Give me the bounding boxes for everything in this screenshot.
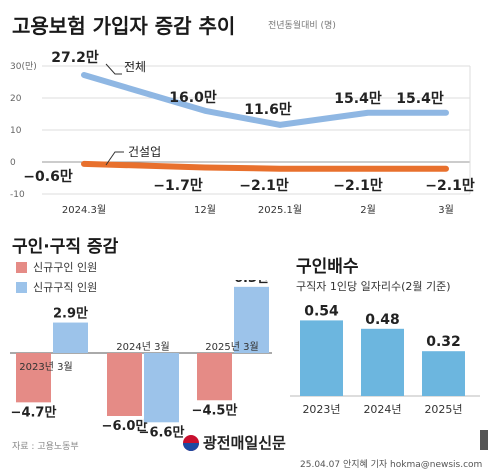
ratio-subtitle: 구직자 1인당 일자리수(2월 기준) bbox=[296, 280, 451, 293]
y-tick-label: 0 bbox=[10, 158, 16, 168]
legend-swatch-job-seekers bbox=[16, 281, 27, 293]
bar bbox=[361, 328, 404, 396]
x-tick-label: 2월 bbox=[360, 204, 376, 216]
bar bbox=[197, 353, 232, 401]
data-label: 11.6만 bbox=[244, 102, 292, 118]
data-label: 15.4만 bbox=[334, 91, 382, 107]
data-label: 15.4만 bbox=[396, 91, 444, 107]
data-label: −6.6만 bbox=[139, 424, 185, 440]
data-label: −4.7만 bbox=[11, 404, 57, 420]
brand-logo-icon bbox=[183, 434, 199, 451]
category-label: 2024년 3월 bbox=[116, 341, 169, 353]
bar bbox=[422, 351, 465, 396]
data-label: 6.3만 bbox=[234, 280, 269, 286]
category-label: 2023년 3월 bbox=[19, 361, 72, 373]
category-label: 2025년 bbox=[424, 403, 462, 416]
x-tick-label: 12월 bbox=[194, 204, 216, 216]
bar bbox=[53, 322, 88, 353]
category-label: 2025년 3월 bbox=[205, 341, 258, 353]
bar bbox=[234, 286, 269, 353]
series-name-label: 건설업 bbox=[128, 145, 161, 159]
series-line bbox=[81, 160, 449, 172]
legend-job-seekers: 신규구직 인원 bbox=[16, 279, 97, 295]
data-label: −1.7만 bbox=[153, 178, 203, 194]
x-tick-label: 2024.3월 bbox=[62, 204, 106, 216]
job-change-bar-chart: −4.7만 −6.0만 −4.5만 2.9만 −6.6만 6.3만 2023년 3월 2024… bbox=[10, 280, 272, 440]
credit-line: 25.04.07 안지혜 기자 hokma@newsis.com bbox=[300, 460, 483, 470]
series-name-leader bbox=[105, 63, 122, 75]
legend-job-seekers-label: 신규구직 인원 bbox=[33, 281, 98, 294]
bar bbox=[107, 353, 142, 416]
brand: 광전매일신문 bbox=[183, 432, 286, 453]
category-label: 2024년 bbox=[363, 403, 401, 416]
job-change-title: 구인·구직 증감 bbox=[12, 237, 119, 257]
legend-job-offers-label: 신규구인 인원 bbox=[33, 261, 98, 274]
line-chart: 30(만) 20 10 0 -10 2024.3월 12월 2025.1월 2월 3월 27.2만 1… bbox=[10, 50, 475, 216]
x-tick-label: 3월 bbox=[438, 204, 454, 216]
data-label: 27.2만 bbox=[51, 50, 99, 66]
series-line bbox=[81, 71, 449, 128]
y-tick-label: 10 bbox=[10, 126, 22, 136]
bar bbox=[144, 353, 179, 423]
category-label: 2023년 bbox=[302, 403, 340, 416]
legend-job-offers: 신규구인 인원 bbox=[16, 259, 97, 275]
data-label: 0.48 bbox=[365, 312, 400, 328]
ratio-title: 구인배수 bbox=[296, 257, 359, 277]
source-note: 자료 : 고용노동부 bbox=[12, 442, 79, 452]
corner-mark bbox=[480, 430, 488, 450]
data-label: −2.1만 bbox=[333, 178, 383, 194]
bar bbox=[300, 320, 343, 396]
data-label: 2.9만 bbox=[53, 306, 88, 322]
data-label: 0.54 bbox=[304, 303, 339, 319]
series-name-label: 전체 bbox=[124, 60, 146, 74]
legend-swatch-job-offers bbox=[16, 261, 27, 273]
data-label: 16.0만 bbox=[169, 90, 217, 106]
brand-name: 광전매일신문 bbox=[203, 434, 286, 452]
y-tick-label: 20 bbox=[10, 94, 22, 104]
series-name-leader bbox=[105, 151, 124, 166]
y-tick-label: -10 bbox=[10, 190, 25, 200]
x-tick-label: 2025.1월 bbox=[258, 204, 302, 216]
unit-label: 전년동월대비 (명) bbox=[268, 21, 336, 31]
ratio-bar-chart: 0.54 2023년 0.48 2024년 0.32 2025년 bbox=[290, 303, 480, 416]
data-label: 0.32 bbox=[426, 334, 461, 350]
bar bbox=[16, 353, 51, 403]
data-label: −4.5만 bbox=[192, 402, 238, 418]
y-tick-label: 30(만) bbox=[10, 61, 37, 72]
data-label: −0.6만 bbox=[23, 169, 73, 185]
data-label: −2.1만 bbox=[239, 178, 289, 194]
data-label: −6.0만 bbox=[102, 418, 148, 434]
chart-title: 고용보험 가입자 증감 추이 bbox=[12, 14, 236, 38]
data-label: −2.1만 bbox=[425, 178, 475, 194]
